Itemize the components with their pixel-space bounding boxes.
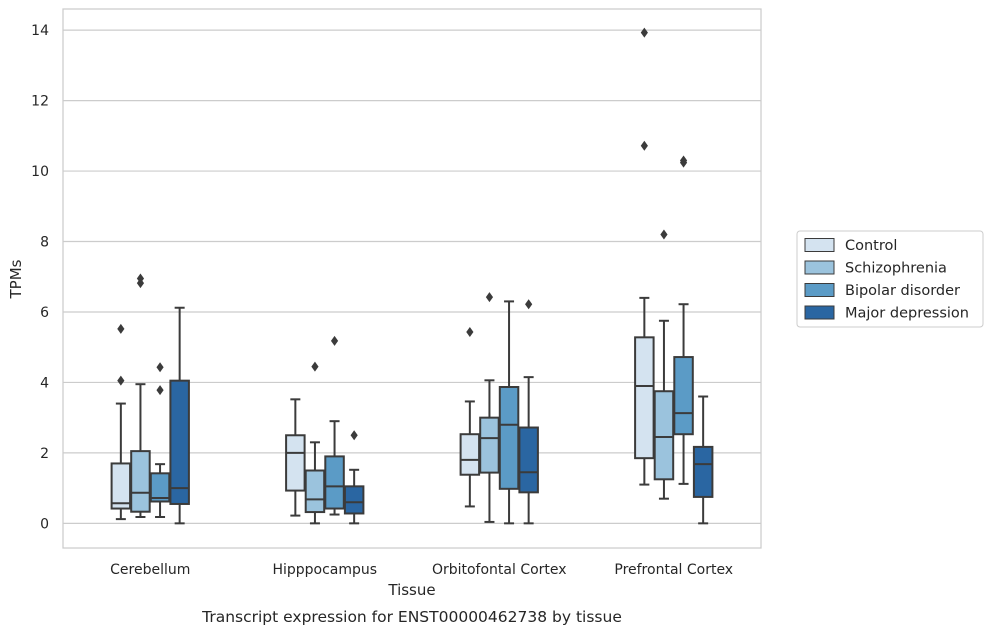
legend-label: Control bbox=[845, 238, 897, 254]
box-1-1 bbox=[304, 361, 326, 525]
box-iqr bbox=[498, 386, 520, 490]
box-2-2 bbox=[498, 300, 520, 525]
plot-frame bbox=[62, 8, 762, 549]
x-tick-label: Orbitofontal Cortex bbox=[432, 562, 567, 578]
box-iqr bbox=[304, 469, 326, 514]
y-tick-label: 0 bbox=[40, 516, 49, 532]
box-iqr bbox=[324, 455, 345, 510]
x-tick-label: Cerebellum bbox=[110, 562, 190, 578]
box-iqr bbox=[653, 390, 675, 481]
y-tick-label: 4 bbox=[40, 375, 49, 391]
outlier-marker bbox=[485, 292, 494, 303]
y-tick-label: 14 bbox=[31, 23, 49, 39]
box-iqr bbox=[479, 416, 500, 474]
outlier-marker bbox=[330, 335, 339, 346]
box-2-1 bbox=[324, 335, 345, 516]
outlier-marker bbox=[117, 323, 125, 334]
outlier-marker bbox=[156, 362, 164, 373]
outlier-marker bbox=[350, 430, 358, 441]
box-0-2 bbox=[459, 327, 481, 508]
box-0-3 bbox=[634, 27, 655, 486]
y-axis-ticks: 0 2 4 6 8 10 12 14 bbox=[31, 23, 49, 532]
outlier-marker bbox=[311, 361, 319, 372]
x-axis-ticks: Cerebellum Hipppocampus Orbitofontal Corte… bbox=[110, 562, 733, 578]
box-iqr bbox=[343, 485, 365, 515]
y-axis-title: TPMs bbox=[7, 259, 25, 299]
legend-label: Major depression bbox=[845, 306, 969, 322]
box-3-0 bbox=[169, 306, 190, 525]
x-axis-title: Tissue bbox=[387, 581, 435, 599]
y-tick-label: 10 bbox=[31, 164, 49, 180]
box-iqr bbox=[285, 434, 306, 492]
outlier-marker bbox=[660, 229, 668, 240]
y-tick-label: 8 bbox=[40, 235, 49, 251]
box-iqr bbox=[673, 356, 694, 436]
legend-label: Bipolar disorder bbox=[845, 283, 960, 299]
outlier-marker bbox=[640, 140, 648, 151]
outlier-marker bbox=[525, 299, 533, 310]
box-iqr bbox=[518, 426, 539, 494]
chart-caption: Transcript expression for ENST0000046273… bbox=[201, 608, 622, 626]
box-2-0 bbox=[149, 362, 171, 518]
box-1-3 bbox=[653, 229, 675, 500]
box-3-2 bbox=[518, 299, 539, 525]
box-plot-area bbox=[110, 27, 714, 525]
y-tick-label: 6 bbox=[40, 305, 49, 321]
legend-swatch bbox=[804, 238, 835, 252]
box-iqr bbox=[169, 379, 190, 505]
x-tick-label: Hipppocampus bbox=[272, 562, 377, 578]
box-1-0 bbox=[130, 273, 151, 518]
box-iqr bbox=[634, 336, 655, 460]
legend-swatch bbox=[804, 283, 835, 297]
outlier-marker bbox=[679, 155, 688, 166]
x-tick-label: Prefrontal Cortex bbox=[614, 562, 733, 578]
box-iqr bbox=[130, 450, 151, 513]
legend-swatch bbox=[804, 260, 835, 275]
outlier-marker bbox=[117, 375, 125, 386]
box-3-3 bbox=[692, 395, 714, 525]
legend: Control Schizophrenia Bipolar disorder Majo… bbox=[796, 230, 984, 328]
box-2-3 bbox=[673, 155, 694, 485]
outlier-marker bbox=[640, 27, 648, 38]
y-tick-label: 2 bbox=[40, 446, 49, 462]
box-0-1 bbox=[285, 398, 306, 517]
outlier-marker bbox=[466, 327, 474, 338]
box-1-2 bbox=[479, 292, 500, 523]
outlier-marker bbox=[136, 273, 145, 284]
box-3-1 bbox=[343, 430, 365, 525]
box-0-0 bbox=[110, 323, 132, 521]
box-iqr bbox=[110, 462, 132, 510]
box-iqr bbox=[149, 472, 171, 503]
box-iqr bbox=[692, 445, 714, 498]
box-iqr bbox=[459, 433, 481, 476]
legend-swatch bbox=[804, 305, 835, 320]
outlier-marker bbox=[156, 385, 164, 396]
legend-frame bbox=[796, 230, 984, 328]
y-tick-label: 12 bbox=[31, 94, 49, 110]
legend-label: Schizophrenia bbox=[845, 261, 947, 277]
